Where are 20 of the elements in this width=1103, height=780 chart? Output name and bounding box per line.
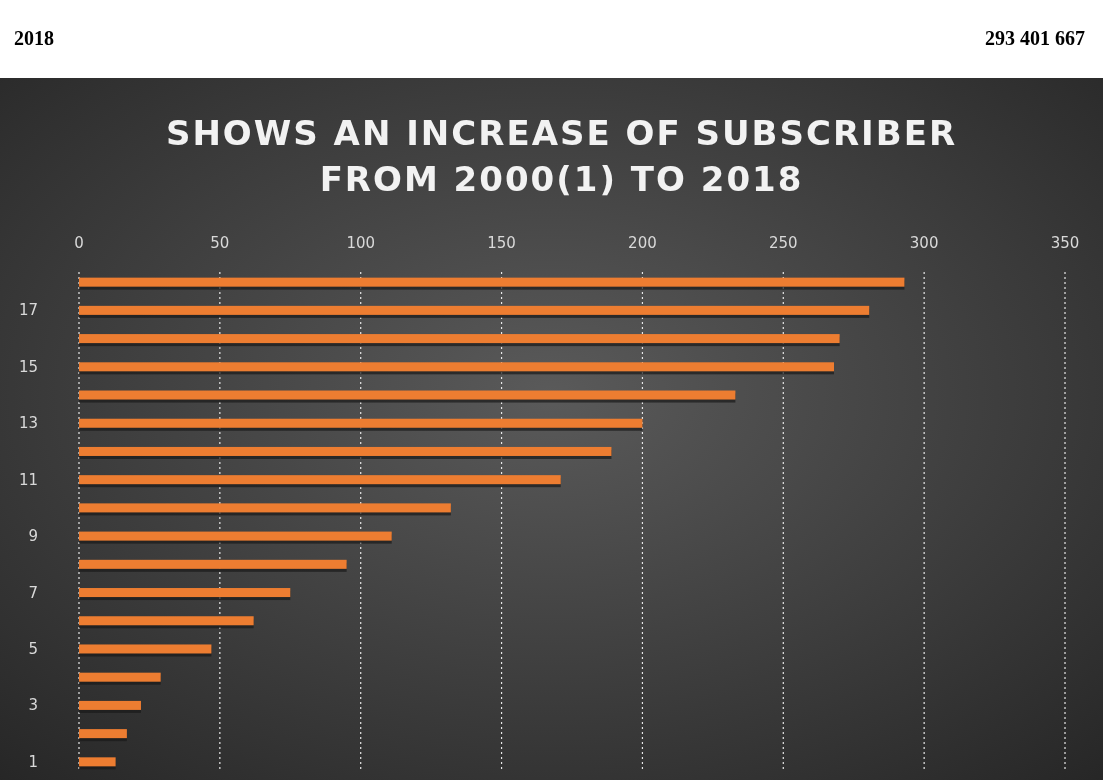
y-tick-label: 7: [28, 583, 38, 602]
y-tick-label: 1: [28, 752, 38, 771]
x-tick-label: 150: [487, 234, 516, 252]
y-tick-label: 11: [18, 470, 38, 489]
text: 293 401 667: [985, 27, 1085, 49]
x-tick-label: 350: [1050, 234, 1080, 252]
y-tick-label: 9: [28, 527, 38, 546]
y-tick-label: 17: [18, 301, 38, 320]
text: 2018: [14, 27, 54, 49]
x-tick-label: 100: [346, 234, 376, 252]
x-tick-label: 200: [628, 234, 657, 252]
y-tick-label: 15: [18, 357, 38, 376]
x-tick-label: 250: [768, 234, 798, 252]
chart-title: SHOWS AN INCREASE OF SUBSCRIBER FROM 2000(1) TO 2018: [165, 113, 958, 199]
x-tick-label: 50: [210, 234, 230, 252]
x-tick-label: 0: [74, 234, 84, 252]
y-tick-label: 3: [28, 696, 38, 715]
y-tick-label: 5: [28, 639, 38, 658]
x-tick-label: 300: [909, 234, 939, 252]
y-tick-label: 13: [18, 414, 38, 433]
